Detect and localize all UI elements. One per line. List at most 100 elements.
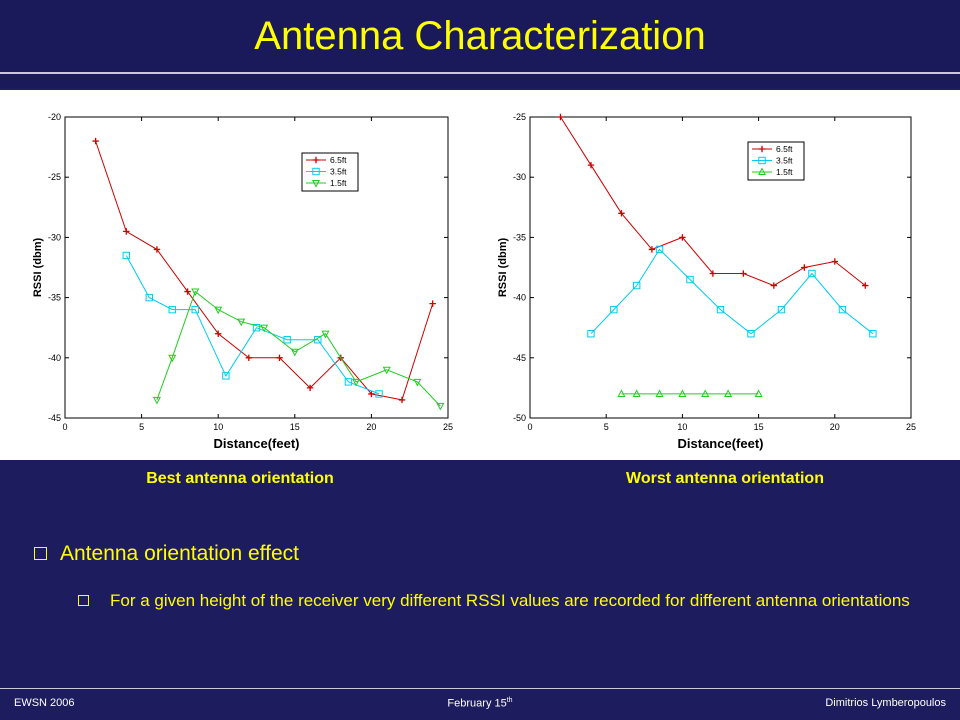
charts-svg: 0 5 10 15 20 25 -20 -25 -30 -35 -40 -45 Distance(fee…: [32, 112, 916, 451]
data-point: [747, 330, 755, 338]
x-tick-label: 20: [830, 422, 840, 432]
y-tick-label: -25: [48, 172, 61, 182]
x-tick-label: 5: [604, 422, 609, 432]
data-point: [801, 264, 808, 271]
data-point: [368, 390, 375, 398]
legend-label: 3.5ft: [330, 167, 347, 177]
series-3-5ftft: [587, 245, 877, 338]
y-tick-label: -45: [48, 413, 61, 423]
sub-bullet-text: For a given height of the receiver very …: [110, 591, 910, 610]
x-tick-label: 15: [290, 422, 300, 432]
x-tick-label: 5: [139, 422, 144, 432]
y-tick-label: -30: [48, 232, 61, 242]
data-point: [686, 275, 694, 284]
data-point: [260, 324, 269, 333]
data-point: [306, 384, 314, 392]
y-tick-label: -50: [513, 413, 526, 423]
series-line: [560, 116, 866, 287]
data-point: [153, 246, 161, 253]
data-point: [168, 354, 177, 363]
data-point: [770, 282, 778, 289]
data-point: [655, 245, 664, 254]
data-point: [184, 288, 191, 295]
data-point: [740, 270, 747, 277]
y-tick-label: -35: [513, 232, 526, 242]
caption-best-orientation: Best antenna orientation: [146, 470, 334, 487]
bullet-text: Antenna orientation effect: [60, 542, 299, 565]
data-point: [375, 390, 383, 398]
data-point: [352, 378, 361, 387]
x-tick-label: 0: [62, 422, 67, 432]
x-axis-label: Distance(feet): [678, 436, 764, 451]
footer-date-text: February 15: [447, 697, 507, 710]
data-point: [758, 156, 766, 165]
x-tick-label: 25: [443, 422, 453, 432]
data-point: [290, 348, 299, 357]
data-point: [618, 210, 625, 217]
data-point: [679, 234, 686, 241]
y-tick-label: -25: [513, 112, 526, 122]
data-point: [312, 167, 320, 176]
x-tick-label: 15: [754, 422, 764, 432]
footer-author: Dimitrios Lymberopoulos: [825, 697, 946, 709]
y-tick-label: -40: [513, 293, 526, 303]
data-point: [587, 330, 595, 338]
series-line: [95, 140, 434, 401]
legend-label: 3.5ft: [776, 156, 793, 166]
title-divider: [0, 72, 960, 74]
data-point: [398, 396, 406, 404]
plot-frame: [529, 116, 912, 419]
data-point: [382, 366, 391, 375]
legend-label: 6.5ft: [776, 144, 793, 154]
data-point: [215, 330, 222, 337]
x-tick-label: 20: [366, 422, 376, 432]
series-1-5ftft: [617, 389, 763, 397]
slide-title: Antenna Characterization: [254, 14, 706, 58]
data-point: [311, 179, 321, 188]
series-line: [125, 255, 380, 395]
y-tick-label: -20: [48, 112, 61, 122]
data-point: [587, 161, 595, 169]
y-tick-label: -45: [513, 353, 526, 363]
data-point: [862, 282, 869, 289]
data-point: [321, 330, 330, 339]
data-point: [838, 305, 847, 314]
data-point: [716, 305, 725, 314]
series-1-5ftft: [152, 288, 445, 411]
data-point: [123, 228, 130, 235]
x-tick-label: 25: [906, 422, 916, 432]
data-point: [617, 389, 626, 397]
series-6-5ftft: [557, 113, 869, 289]
series-line: [590, 248, 874, 335]
sub-bullet-rssi: For a given height of the receiver very …: [78, 590, 918, 612]
legend-label: 1.5ft: [330, 178, 347, 188]
chart-2: 0 5 10 15 20 25 -25 -30 -35 -40 -45 -50 Distance(fee…: [497, 112, 916, 451]
data-point: [344, 378, 353, 386]
data-point: [724, 389, 733, 397]
data-point: [283, 336, 291, 344]
data-point: [655, 389, 664, 397]
y-tick-label: -40: [48, 353, 61, 363]
data-point: [632, 281, 641, 290]
y-axis-label: RSSI (dbm): [32, 238, 44, 298]
checkbox-bullet-icon: [78, 595, 89, 606]
data-point: [222, 372, 230, 380]
data-point: [145, 293, 153, 302]
y-tick-label: -30: [513, 172, 526, 182]
checkbox-bullet-icon: [34, 547, 47, 560]
data-point: [678, 389, 687, 397]
footer-date-sup: th: [506, 697, 513, 704]
footer-conference: EWSN 2006: [14, 697, 75, 709]
x-tick-label: 0: [527, 422, 532, 432]
data-point: [777, 305, 786, 314]
data-point: [610, 305, 618, 314]
data-point: [122, 251, 130, 260]
series-line: [156, 290, 441, 407]
data-point: [831, 258, 838, 265]
data-point: [869, 330, 877, 338]
footer-date: February 15th: [0, 697, 960, 710]
data-point: [252, 324, 261, 332]
legend-label: 1.5ft: [776, 167, 793, 177]
